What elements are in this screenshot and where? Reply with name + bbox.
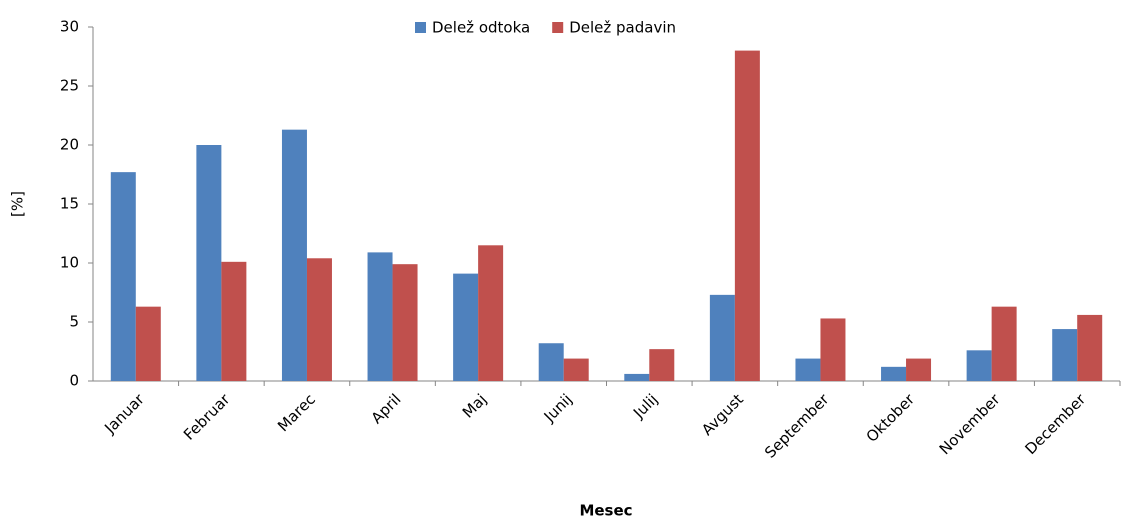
- x-tick-label: September: [761, 390, 833, 462]
- legend-label: Delež padavin: [569, 19, 676, 37]
- y-tick-label: 30: [60, 18, 79, 36]
- y-tick-label: 10: [60, 254, 79, 272]
- bar: [1052, 329, 1078, 381]
- x-tick-label: Januar: [100, 390, 148, 438]
- x-tick-label: Oktober: [863, 390, 919, 446]
- x-tick-label: November: [936, 390, 1004, 458]
- x-tick-label: December: [1021, 390, 1089, 458]
- x-tick-label: Julij: [629, 390, 661, 422]
- bar: [966, 350, 992, 381]
- x-tick-label: Avgust: [698, 390, 747, 439]
- bar: [881, 366, 907, 381]
- bar: [709, 294, 735, 381]
- y-tick-label: 5: [69, 313, 79, 331]
- bar: [135, 306, 161, 381]
- bar: [1077, 314, 1103, 381]
- bar: [110, 172, 136, 381]
- bar: [478, 245, 504, 381]
- bar: [906, 358, 932, 381]
- bar: [221, 261, 247, 381]
- legend-swatch: [415, 22, 426, 33]
- x-tick-label: April: [368, 390, 405, 427]
- y-axis-label: [%]: [9, 191, 27, 217]
- bar: [392, 264, 418, 381]
- y-tick-label: 15: [60, 195, 79, 213]
- bar: [453, 273, 479, 381]
- y-tick-label: 0: [69, 372, 79, 390]
- bar: [538, 343, 564, 381]
- bar: [991, 306, 1017, 381]
- x-tick-label: Junij: [540, 390, 576, 426]
- x-tick-label: Februar: [180, 390, 234, 444]
- bar: [734, 50, 760, 381]
- bar: [306, 258, 332, 381]
- x-axis-label: Mesec: [579, 502, 632, 520]
- bar: [624, 373, 650, 381]
- bar: [367, 252, 393, 381]
- x-tick-label: Maj: [459, 390, 490, 421]
- bar: [281, 129, 307, 381]
- bar: [649, 349, 675, 381]
- bar: [795, 358, 821, 381]
- legend-label: Delež odtoka: [432, 19, 530, 37]
- x-tick-label: Marec: [274, 390, 319, 435]
- bar: [820, 318, 846, 381]
- legend-swatch: [552, 22, 564, 33]
- y-tick-label: 25: [60, 77, 79, 95]
- y-tick-label: 20: [60, 136, 79, 154]
- bar: [196, 145, 222, 381]
- bar: [563, 358, 589, 381]
